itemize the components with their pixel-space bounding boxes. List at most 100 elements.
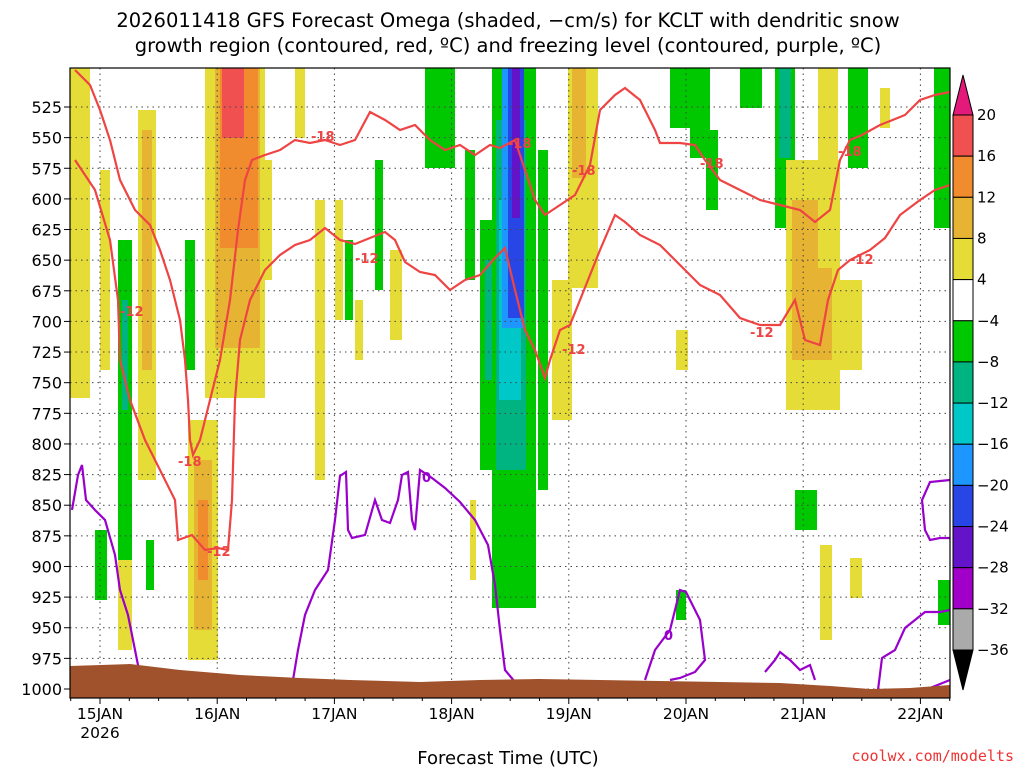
colorbar-swatch <box>952 402 974 445</box>
contour-labels: -18 -18 -18 -18 -18 -18 -12 -12 -12 -12 … <box>120 130 874 644</box>
colorbar-label: −8 <box>977 353 999 371</box>
contour-label: -12 <box>750 326 774 341</box>
dgz-bottom-contour <box>74 159 950 552</box>
omega-shade <box>198 500 208 580</box>
colorbar-label: −12 <box>977 394 1009 412</box>
colorbar-swatch <box>952 484 974 528</box>
colorbar-swatch <box>952 567 974 610</box>
y-tick-label: 900 <box>31 557 62 576</box>
omega-shade <box>375 160 383 290</box>
omega-shade <box>840 280 862 370</box>
contour-label: -12 <box>850 253 874 268</box>
omega-shade <box>390 250 402 340</box>
contour-label: -18 <box>311 130 335 145</box>
freezing-level-contour <box>876 608 950 691</box>
omega-shade <box>485 260 495 380</box>
x-tick-label: 22JAN <box>897 705 943 723</box>
contour-label: -18 <box>508 137 532 152</box>
y-tick-label: 925 <box>31 588 62 607</box>
colorbar: 20 16 12 8 4 −4 −8 −12 −16 −20 −24 −28 −32 −36 <box>952 74 1009 691</box>
omega-shade <box>222 68 244 138</box>
omega-shade <box>295 68 305 138</box>
x-tick-label: 17JAN <box>311 705 357 723</box>
plot-content: -18 -18 -18 -18 -18 -18 -12 -12 -12 -12 … <box>70 68 950 698</box>
x-tick-label: 21JAN <box>780 705 826 723</box>
terrain-fill <box>70 664 950 698</box>
colorbar-label: −32 <box>977 600 1009 618</box>
credit-text: coolwx.com/modelts <box>851 747 1014 765</box>
contour-label: -18 <box>838 145 862 160</box>
omega-shade <box>938 580 950 625</box>
colorbar-swatch <box>952 320 974 363</box>
omega-shade <box>779 68 791 158</box>
chart-title-line-1: 2026011418 GFS Forecast Omega (shaded, −… <box>116 9 899 32</box>
y-tick-label: 600 <box>31 190 62 209</box>
y-tick-label: 850 <box>31 496 62 515</box>
omega-shade <box>690 68 710 158</box>
omega-shade <box>795 490 817 530</box>
contour-label: -12 <box>120 305 144 320</box>
colorbar-swatch <box>952 361 974 404</box>
colorbar-swatch <box>952 114 974 157</box>
omega-shade <box>142 130 152 370</box>
colorbar-swatch <box>952 526 974 569</box>
omega-shade <box>118 240 132 630</box>
omega-shade <box>538 150 548 490</box>
colorbar-top-arrow <box>952 74 974 116</box>
contour-label: -18 <box>572 164 596 179</box>
x-tick-label: 18JAN <box>428 705 474 723</box>
colorbar-bottom-arrow <box>952 649 974 691</box>
y-tick-label: 575 <box>31 159 62 178</box>
x-axis: 15JAN 16JAN 17JAN 18JAN 19JAN 20JAN 21JAN 22JAN <box>70 698 951 723</box>
y-tick-label: 825 <box>31 466 62 485</box>
contour-label: -18 <box>700 157 724 172</box>
y-tick-label: 625 <box>31 221 62 240</box>
colorbar-label: 20 <box>977 106 996 124</box>
omega-shade <box>820 545 832 640</box>
contour-label: -18 <box>178 455 202 470</box>
x-tick-label: 16JAN <box>194 705 240 723</box>
x-axis-year-label: 2026 <box>80 724 119 742</box>
colorbar-label: −16 <box>977 435 1009 453</box>
grid-lines <box>70 68 950 698</box>
omega-shade <box>185 240 195 370</box>
y-tick-label: 550 <box>31 129 62 148</box>
x-tick-label: 20JAN <box>663 705 709 723</box>
dgz-top-contour <box>74 69 950 459</box>
omega-shade <box>95 530 107 600</box>
colorbar-swatch <box>952 196 974 239</box>
omega-shade <box>740 68 762 108</box>
y-tick-label: 725 <box>31 343 62 362</box>
omega-shade <box>100 170 110 370</box>
chart-title-line-2: growth region (contoured, red, ºC) and f… <box>135 34 882 57</box>
colorbar-label: −28 <box>977 559 1009 577</box>
contour-label: -12 <box>207 545 231 560</box>
y-tick-label: 800 <box>31 435 62 454</box>
y-tick-label: 700 <box>31 312 62 331</box>
omega-shade <box>848 68 868 168</box>
omega-shade <box>572 68 586 178</box>
omega-shade <box>818 68 838 268</box>
colorbar-label: 16 <box>977 147 996 165</box>
omega-shade <box>70 68 90 398</box>
omega-shade <box>146 540 154 590</box>
y-tick-label: 525 <box>31 98 62 117</box>
contour-label: -12 <box>355 252 379 267</box>
x-axis-title: Forecast Time (UTC) <box>417 748 598 768</box>
y-tick-label: 675 <box>31 282 62 301</box>
contour-label: -12 <box>562 343 586 358</box>
x-tick-label: 19JAN <box>546 705 592 723</box>
colorbar-swatch <box>952 608 974 651</box>
colorbar-swatch <box>952 155 974 198</box>
colorbar-label: 8 <box>977 229 987 247</box>
omega-shade <box>425 68 455 168</box>
colorbar-swatch <box>952 279 974 322</box>
colorbar-label: −36 <box>977 641 1009 659</box>
freezing-level-contour <box>764 650 817 681</box>
dgz-contours <box>70 69 950 698</box>
y-tick-label: 875 <box>31 527 62 546</box>
y-tick-label: 975 <box>31 649 62 668</box>
x-tick-label: 15JAN <box>77 705 123 723</box>
freezing-level-contour <box>288 468 541 698</box>
y-tick-label: 750 <box>31 374 62 393</box>
